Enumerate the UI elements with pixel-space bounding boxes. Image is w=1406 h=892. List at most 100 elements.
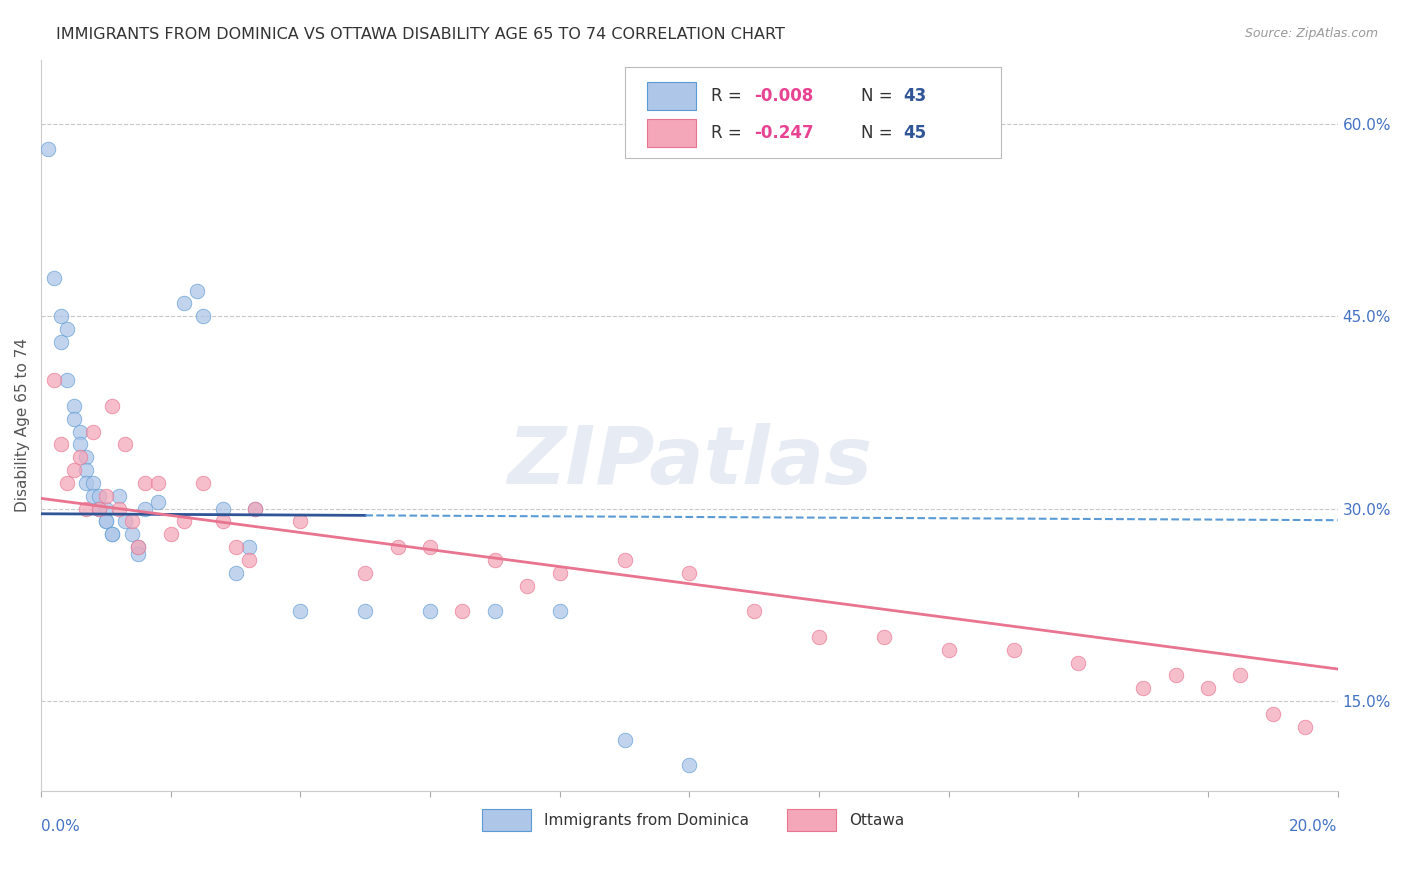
Point: [108, 501, 131, 516]
Point: [94, 501, 117, 516]
Point: [94, 489, 117, 503]
Point: [114, 437, 136, 451]
Point: [134, 501, 156, 516]
Point: [387, 540, 409, 554]
Point: [101, 399, 124, 413]
Point: [1067, 656, 1090, 670]
Point: [82, 425, 104, 439]
Point: [62, 463, 84, 477]
Point: [62, 412, 84, 426]
Point: [49, 334, 72, 349]
Point: [42, 373, 65, 387]
Text: -0.247: -0.247: [754, 124, 814, 142]
Point: [89, 489, 111, 503]
Point: [94, 515, 117, 529]
Point: [82, 489, 104, 503]
Point: [873, 630, 896, 644]
Point: [159, 527, 181, 541]
Text: 0.0%: 0.0%: [41, 819, 80, 834]
Text: Source: ZipAtlas.com: Source: ZipAtlas.com: [1244, 27, 1378, 40]
Point: [419, 540, 441, 554]
Text: N =: N =: [860, 124, 897, 142]
Text: R =: R =: [711, 87, 748, 105]
Point: [678, 758, 700, 772]
Point: [49, 437, 72, 451]
Point: [419, 604, 441, 618]
FancyBboxPatch shape: [624, 67, 1001, 158]
Point: [548, 604, 571, 618]
Text: ZIPatlas: ZIPatlas: [508, 423, 872, 500]
Point: [1002, 642, 1025, 657]
Point: [82, 475, 104, 490]
Point: [613, 553, 636, 567]
Point: [1261, 706, 1284, 721]
Point: [211, 515, 233, 529]
Point: [290, 515, 312, 529]
FancyBboxPatch shape: [647, 82, 696, 110]
Point: [238, 553, 260, 567]
Point: [42, 270, 65, 285]
Point: [69, 437, 91, 451]
Point: [808, 630, 831, 644]
Point: [121, 515, 143, 529]
Point: [56, 322, 79, 336]
Text: Ottawa: Ottawa: [849, 813, 904, 828]
Point: [69, 450, 91, 465]
Y-axis label: Disability Age 65 to 74: Disability Age 65 to 74: [15, 338, 30, 512]
Point: [146, 475, 169, 490]
Point: [127, 540, 149, 554]
Point: [678, 566, 700, 580]
Point: [69, 425, 91, 439]
Text: 43: 43: [903, 87, 927, 105]
Text: -0.008: -0.008: [754, 87, 814, 105]
Point: [89, 501, 111, 516]
Point: [49, 309, 72, 323]
Text: IMMIGRANTS FROM DOMINICA VS OTTAWA DISABILITY AGE 65 TO 74 CORRELATION CHART: IMMIGRANTS FROM DOMINICA VS OTTAWA DISAB…: [56, 27, 785, 42]
FancyBboxPatch shape: [482, 809, 531, 831]
Point: [1229, 668, 1251, 682]
Point: [76, 501, 98, 516]
Point: [1164, 668, 1187, 682]
Text: Immigrants from Dominica: Immigrants from Dominica: [544, 813, 749, 828]
Point: [1294, 720, 1316, 734]
Point: [89, 501, 111, 516]
Point: [484, 604, 506, 618]
Point: [127, 540, 149, 554]
Point: [76, 463, 98, 477]
Point: [742, 604, 765, 618]
Point: [101, 527, 124, 541]
Point: [211, 501, 233, 516]
Point: [114, 515, 136, 529]
Point: [101, 527, 124, 541]
Point: [484, 553, 506, 567]
Point: [1132, 681, 1154, 696]
Point: [193, 475, 215, 490]
Point: [76, 450, 98, 465]
Point: [938, 642, 960, 657]
Point: [613, 732, 636, 747]
Text: R =: R =: [711, 124, 748, 142]
Point: [290, 604, 312, 618]
Point: [37, 142, 59, 156]
Point: [225, 566, 247, 580]
Point: [127, 547, 149, 561]
Point: [76, 475, 98, 490]
Point: [62, 399, 84, 413]
Point: [238, 540, 260, 554]
Point: [56, 373, 79, 387]
FancyBboxPatch shape: [786, 809, 837, 831]
Point: [516, 579, 538, 593]
Point: [243, 501, 266, 516]
Point: [134, 475, 156, 490]
Point: [451, 604, 474, 618]
Text: N =: N =: [860, 87, 897, 105]
Point: [173, 296, 195, 310]
Point: [56, 475, 79, 490]
Text: 20.0%: 20.0%: [1289, 819, 1337, 834]
Point: [146, 495, 169, 509]
Point: [186, 284, 208, 298]
Point: [121, 527, 143, 541]
Point: [243, 501, 266, 516]
Point: [354, 566, 377, 580]
Point: [225, 540, 247, 554]
